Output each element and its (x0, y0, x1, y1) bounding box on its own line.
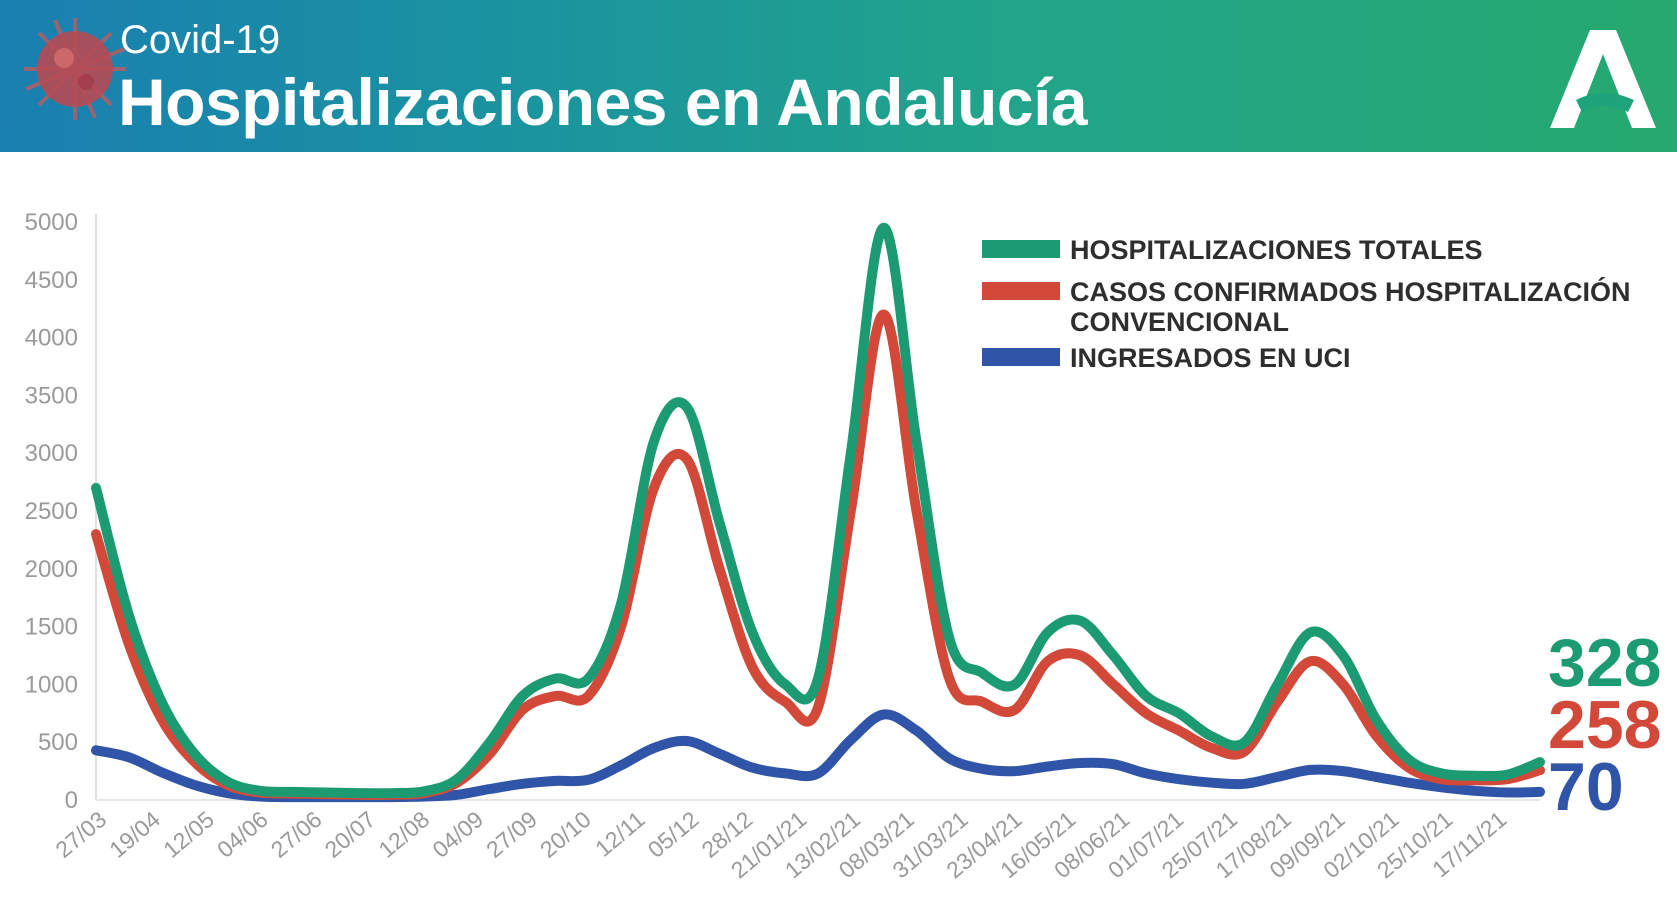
end-value-uci: 70 (1548, 749, 1624, 825)
x-tick-label: 05/12 (643, 806, 704, 863)
y-tick-label: 0 (65, 787, 78, 814)
legend-label-total: HOSPITALIZACIONES TOTALES (1070, 235, 1483, 265)
series-line-convencional (91, 309, 1545, 800)
virus-icon (24, 18, 126, 120)
y-tick-label: 3500 (25, 382, 78, 409)
x-tick-label: 27/09 (481, 806, 542, 863)
y-tick-label: 1000 (25, 671, 78, 698)
y-tick-label: 2000 (25, 556, 78, 583)
x-tick-label: 20/07 (320, 806, 381, 863)
y-tick-label: 4000 (25, 325, 78, 352)
end-value-total: 328 (1548, 625, 1661, 701)
legend-label-uci: INGRESADOS EN UCI (1070, 343, 1351, 373)
header-banner: Covid-19 Hospitalizaciones en Andalucía (0, 0, 1677, 152)
y-axis: 0 500 1000 1500 2000 2500 3000 3500 4000 4500 5000 (25, 209, 97, 814)
end-value-convencional: 258 (1548, 687, 1661, 763)
legend-label-convencional: CASOS CONFIRMADOS HOSPITALIZACIÓN (1070, 276, 1631, 307)
legend-swatch-total (982, 240, 1060, 258)
y-tick-label: 4500 (25, 267, 78, 294)
series-layer (91, 222, 1545, 803)
y-tick-label: 1500 (25, 614, 78, 641)
x-tick-label: 12/08 (373, 806, 434, 863)
series-line-uci (91, 709, 1545, 803)
x-tick-label: 27/03 (50, 806, 111, 863)
y-tick-label: 500 (38, 729, 78, 756)
x-tick-label: 19/04 (104, 806, 165, 863)
x-tick-label: 12/11 (590, 806, 650, 862)
x-tick-label: 20/10 (535, 806, 596, 863)
junta-andalucia-logo-icon (1550, 30, 1656, 128)
y-tick-label: 5000 (25, 209, 78, 236)
x-axis: 27/0319/0412/0504/0627/0620/0712/0804/09… (50, 799, 1540, 883)
x-tick-label: 27/06 (266, 806, 327, 863)
series-line-total (91, 222, 1545, 799)
y-tick-label: 3000 (25, 440, 78, 467)
header-title: Hospitalizaciones en Andalucía (118, 65, 1088, 139)
legend-label-convencional: CONVENCIONAL (1070, 307, 1289, 337)
legend: HOSPITALIZACIONES TOTALES CASOS CONFIRMAD… (982, 235, 1631, 373)
legend-swatch-convencional (982, 282, 1060, 300)
y-tick-label: 2500 (25, 498, 78, 525)
x-tick-label: 04/09 (427, 806, 488, 863)
x-tick-label: 12/05 (158, 806, 219, 863)
x-tick-label: 04/06 (212, 806, 273, 863)
hospitalization-chart: 0 500 1000 1500 2000 2500 3000 3500 4000 4500 5000… (25, 209, 1662, 883)
header-subtitle: Covid-19 (120, 18, 281, 62)
legend-swatch-uci (982, 348, 1060, 366)
